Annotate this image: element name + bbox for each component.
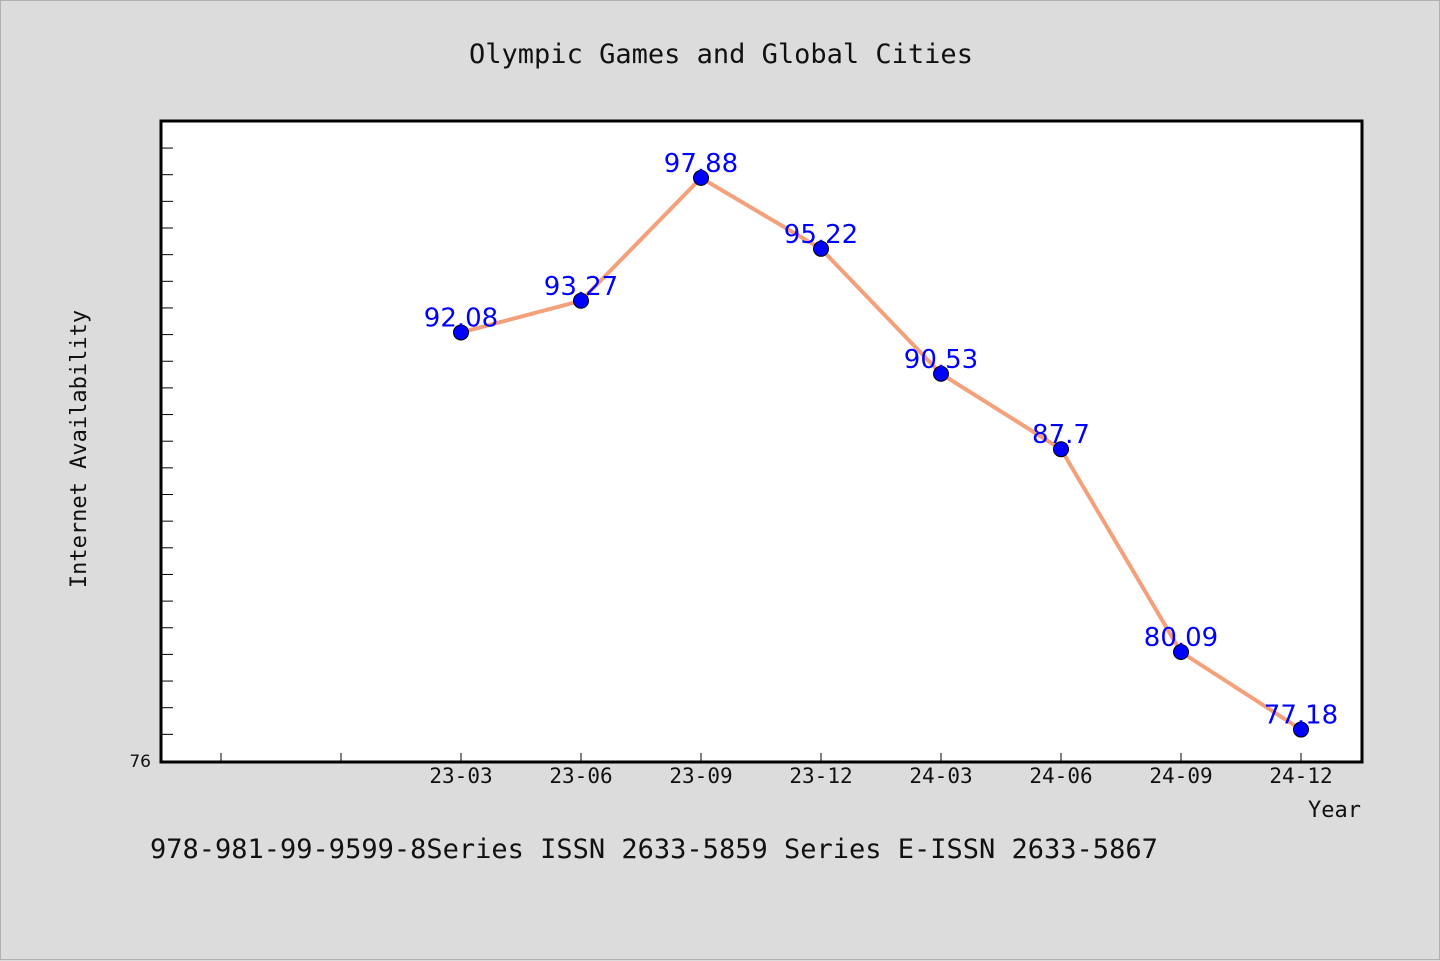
- data-point: [813, 240, 829, 257]
- x-tick-label: 24-06: [1029, 764, 1092, 788]
- y-axis-min-label: 76: [129, 752, 151, 772]
- data-point: [933, 365, 949, 382]
- data-point: [453, 324, 469, 341]
- x-tick-label: 24-03: [909, 764, 972, 788]
- data-label: 92.08: [424, 303, 498, 333]
- data-labels: 92.08 93.27 97.88 95.22 90.53 87.7 80.09 77.18: [424, 149, 1338, 731]
- data-label: 77.18: [1264, 701, 1338, 731]
- chart-title: Olympic Games and Global Cities: [469, 39, 973, 70]
- y-axis-label: Internet Availability: [67, 310, 92, 588]
- data-label: 80.09: [1144, 623, 1218, 653]
- data-point: [1173, 644, 1189, 661]
- data-label: 93.27: [544, 272, 618, 302]
- x-tick-label: 23-09: [669, 764, 732, 788]
- footer-note: 978-981-99-9599-8Series ISSN 2633-5859 S…: [150, 834, 1158, 865]
- plot-area: [159, 119, 1364, 764]
- data-point: [573, 292, 589, 309]
- x-tick-label: 23-03: [429, 764, 492, 788]
- data-label: 97.88: [664, 149, 738, 179]
- x-tick-label: 24-09: [1149, 764, 1212, 788]
- x-tick-labels: 23-03 23-06 23-09 23-12 24-03 24-06 24-09 24-12: [429, 764, 1332, 788]
- data-label: 90.53: [904, 345, 978, 375]
- x-tick-label: 24-12: [1269, 764, 1332, 788]
- data-label: 95.22: [784, 220, 858, 250]
- data-point: [693, 169, 709, 186]
- x-axis-label: Year: [1308, 798, 1361, 823]
- x-tick-label: 23-12: [789, 764, 852, 788]
- x-tick-label: 23-06: [549, 764, 612, 788]
- data-label: 87.7: [1032, 420, 1090, 450]
- y-axis-ticks: [161, 147, 173, 735]
- series-line: [459, 175, 1303, 732]
- data-point: [1293, 721, 1309, 738]
- x-axis-ticks: [220, 753, 1302, 761]
- series-line-group: [459, 175, 1303, 732]
- data-markers: [453, 169, 1309, 738]
- data-point: [1053, 441, 1069, 458]
